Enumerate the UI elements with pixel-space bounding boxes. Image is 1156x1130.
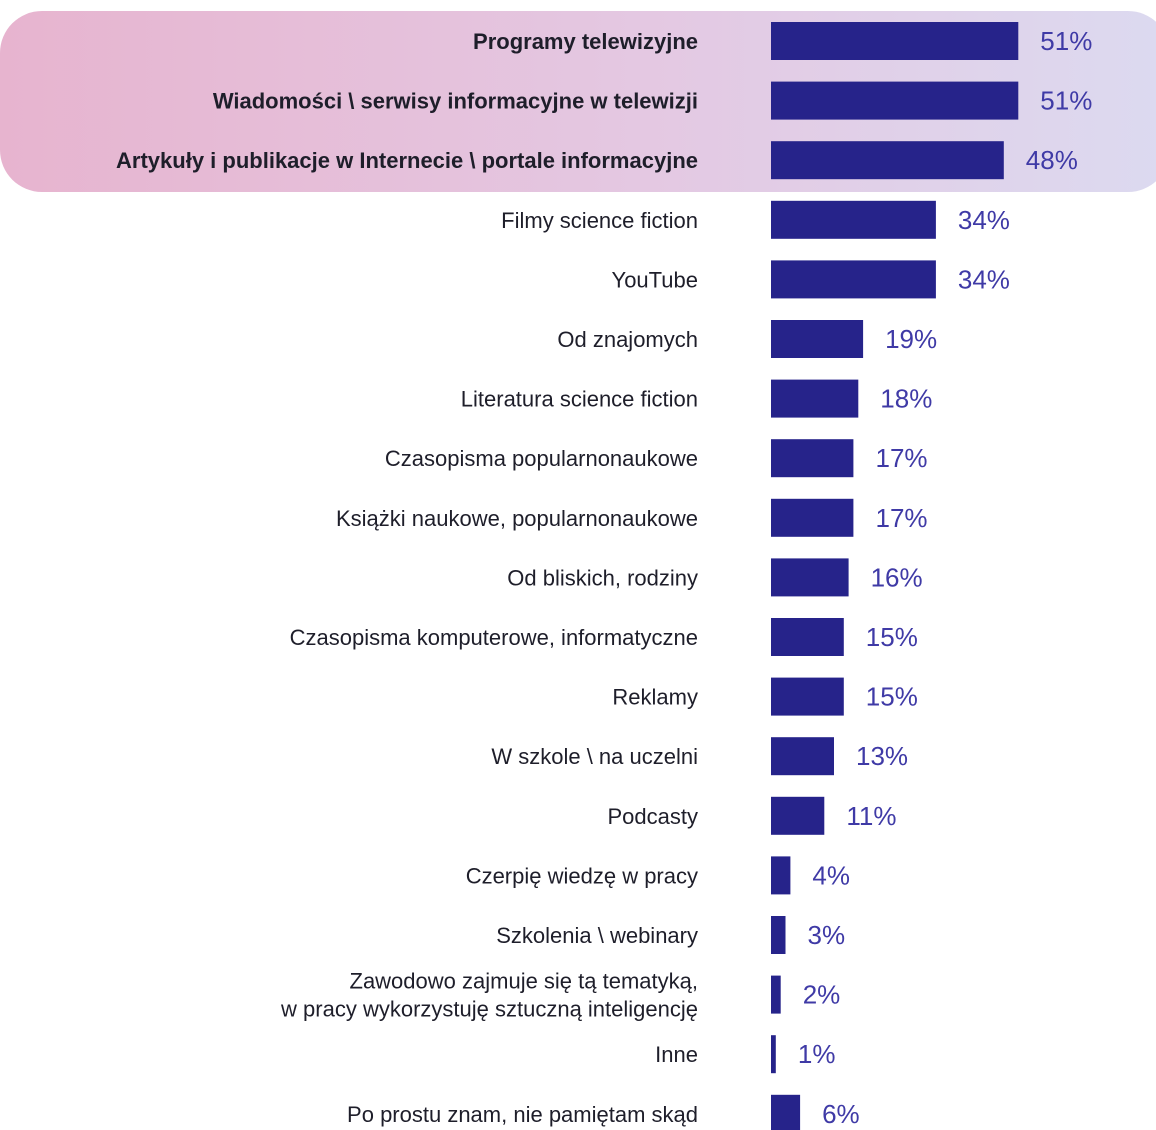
data-label: 15% [866,682,918,712]
bar [771,856,791,895]
bar [771,439,854,478]
bar [771,81,1019,120]
category-label: Od znajomych [557,327,698,352]
bar [771,320,864,358]
category-label: W szkole \ na uczelni [491,744,698,769]
category-label: Reklamy [612,685,698,710]
category-label: Zawodowo zajmuje się tą tematyką, w pracy… [280,969,698,1022]
data-label: 2% [803,980,841,1010]
bar [771,260,936,299]
category-label: Programy telewizyjne [473,29,698,54]
bar [771,1094,801,1130]
data-label: 51% [1040,86,1092,116]
category-label: Filmy science fiction [501,208,698,233]
category-label: Książki naukowe, popularnonaukowe [336,506,698,531]
bar [771,618,844,656]
data-label: 13% [856,741,908,771]
data-label: 1% [798,1039,836,1069]
bar [771,558,849,597]
bar [771,22,1019,60]
category-label: Wiadomości \ serwisy informacyjne w tele… [213,89,698,114]
category-label: Szkolenia \ webinary [496,923,698,948]
category-label: Czerpię wiedzę w pracy [466,863,698,888]
bar [771,916,786,954]
category-label: Po prostu znam, nie pamiętam skąd [347,1102,698,1127]
data-label: 15% [866,622,918,652]
bar [771,737,834,776]
data-label: 34% [958,205,1010,235]
bar [771,498,854,537]
data-label: 6% [822,1099,860,1129]
data-label: 16% [871,562,923,592]
data-label: 19% [885,324,937,354]
category-label: Artykuły i publikacje w Internecie \ por… [116,148,698,173]
bar [771,200,936,239]
data-label: 51% [1040,26,1092,56]
data-label: 18% [880,384,932,414]
category-label: Czasopisma komputerowe, informatyczne [290,625,698,650]
data-label: 3% [808,920,846,950]
data-label: 17% [876,503,928,533]
category-label: Literatura science fiction [461,387,698,412]
data-label: 48% [1026,145,1078,175]
category-label: Podcasty [608,804,699,829]
bar [771,141,1004,180]
bar [771,796,825,835]
category-label: YouTube [612,267,698,292]
category-label: Czasopisma popularnonaukowe [385,446,698,471]
bar [771,677,844,716]
category-label: Od bliskich, rodziny [507,565,698,590]
bar [771,379,859,418]
data-label: 4% [812,860,850,890]
data-label: 11% [846,801,896,831]
bar [771,975,781,1014]
bar [771,1035,776,1074]
category-label: Inne [655,1042,698,1067]
data-label: 34% [958,264,1010,294]
data-label: 17% [876,443,928,473]
